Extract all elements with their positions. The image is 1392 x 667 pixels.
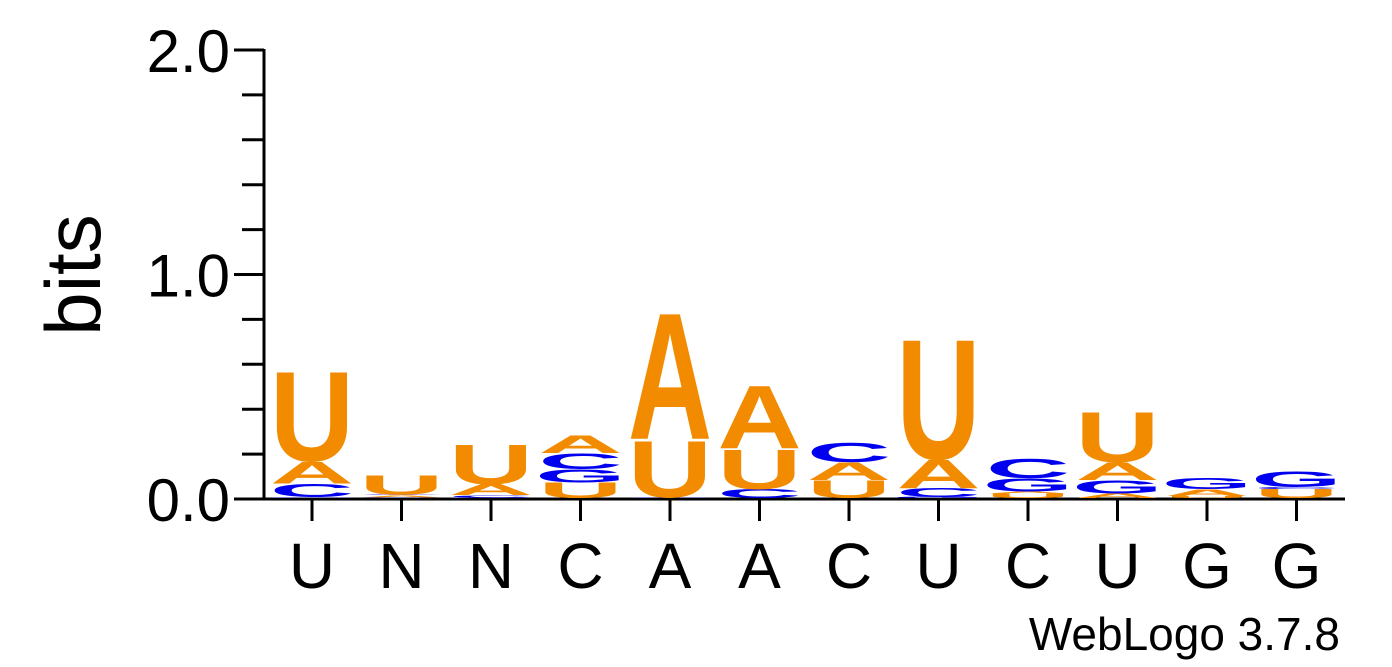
logo-letter-u: U (449, 434, 533, 497)
logo-letter-u: U (270, 345, 354, 488)
logo-letter-a: A (628, 276, 712, 478)
x-tick-label: C (557, 530, 603, 602)
x-tick-label: N (468, 530, 514, 602)
svg-text:C: C (807, 437, 891, 468)
logo-letter-a: A (538, 431, 622, 459)
x-tick-label: N (378, 530, 424, 602)
x-tick-label: G (1182, 530, 1232, 602)
x-tick-label: U (1094, 530, 1140, 602)
y-axis-label: bits (29, 214, 117, 335)
x-tick-label: U (915, 530, 961, 602)
y-tick-label: 2.0 (147, 18, 230, 85)
y-tick-label: 1.0 (147, 243, 230, 310)
logo-letter-u: U (1075, 397, 1159, 478)
svg-text:C: C (986, 452, 1070, 483)
logo-letter-c: C (986, 452, 1070, 483)
logo-letter-c: C (807, 437, 891, 468)
x-tick-label: A (738, 530, 781, 602)
x-tick-label: C (826, 530, 872, 602)
logo-letter-g: G (1251, 467, 1342, 491)
letter-stacks: GCAUGACU GCAU UGCAGUACUAUACGCAU UAGCAGAUUAG… (267, 276, 1342, 515)
svg-text:U: U (1075, 397, 1159, 478)
svg-text:A: A (538, 431, 622, 459)
svg-text:U: U (270, 345, 354, 488)
logo-letter-u: U (896, 304, 980, 496)
logo-letter-a: A (717, 368, 801, 468)
svg-text:A: A (717, 368, 801, 468)
svg-text:A: A (628, 276, 712, 478)
logo-letter-u: U (359, 469, 443, 500)
weblogo-credit: WebLogo 3.7.8 (1029, 608, 1340, 660)
x-tick-label: A (649, 530, 692, 602)
svg-text:U: U (359, 469, 443, 500)
logo-letter-g: G (1162, 475, 1253, 492)
svg-text:U: U (449, 434, 533, 497)
x-tick-label: U (289, 530, 335, 602)
x-tick-label: G (1272, 530, 1322, 602)
svg-text:U: U (896, 304, 980, 496)
svg-text:G: G (1251, 467, 1342, 491)
x-tick-label: C (1005, 530, 1051, 602)
svg-text:G: G (1162, 475, 1253, 492)
y-tick-label: 0.0 (147, 467, 230, 534)
